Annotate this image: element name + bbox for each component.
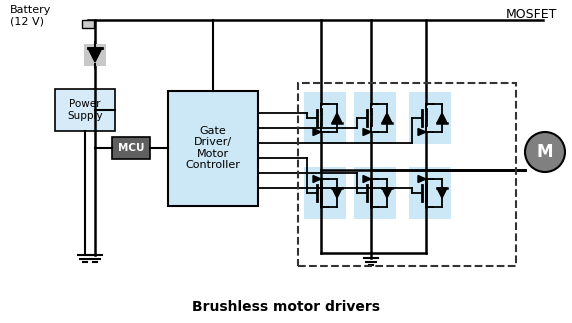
Bar <box>112 137 150 159</box>
Bar <box>304 167 346 219</box>
Polygon shape <box>313 175 321 182</box>
Bar <box>168 90 258 205</box>
Text: Power
Supply: Power Supply <box>67 99 103 121</box>
Bar <box>409 167 451 219</box>
Bar <box>55 89 115 131</box>
Bar <box>354 92 396 144</box>
Bar <box>298 83 516 266</box>
Polygon shape <box>418 129 426 136</box>
Polygon shape <box>382 113 392 123</box>
Polygon shape <box>88 48 102 62</box>
Polygon shape <box>418 175 426 182</box>
Polygon shape <box>437 113 447 123</box>
Text: MCU: MCU <box>118 143 144 153</box>
Text: MOSFET: MOSFET <box>506 8 557 21</box>
Circle shape <box>525 132 565 172</box>
Text: Gate
Driver/
Motor
Controller: Gate Driver/ Motor Controller <box>185 126 240 171</box>
Text: Battery
(12 V): Battery (12 V) <box>10 5 51 26</box>
Bar <box>409 92 451 144</box>
Bar <box>304 92 346 144</box>
Text: Brushless motor drivers: Brushless motor drivers <box>192 300 380 314</box>
Polygon shape <box>437 188 447 198</box>
Polygon shape <box>382 188 392 198</box>
Polygon shape <box>363 175 371 182</box>
Bar <box>82 20 94 28</box>
Text: M: M <box>537 143 553 161</box>
Bar <box>354 167 396 219</box>
Bar <box>84 44 106 66</box>
Polygon shape <box>332 113 342 123</box>
Polygon shape <box>332 188 342 198</box>
Polygon shape <box>313 129 321 136</box>
Polygon shape <box>363 129 371 136</box>
